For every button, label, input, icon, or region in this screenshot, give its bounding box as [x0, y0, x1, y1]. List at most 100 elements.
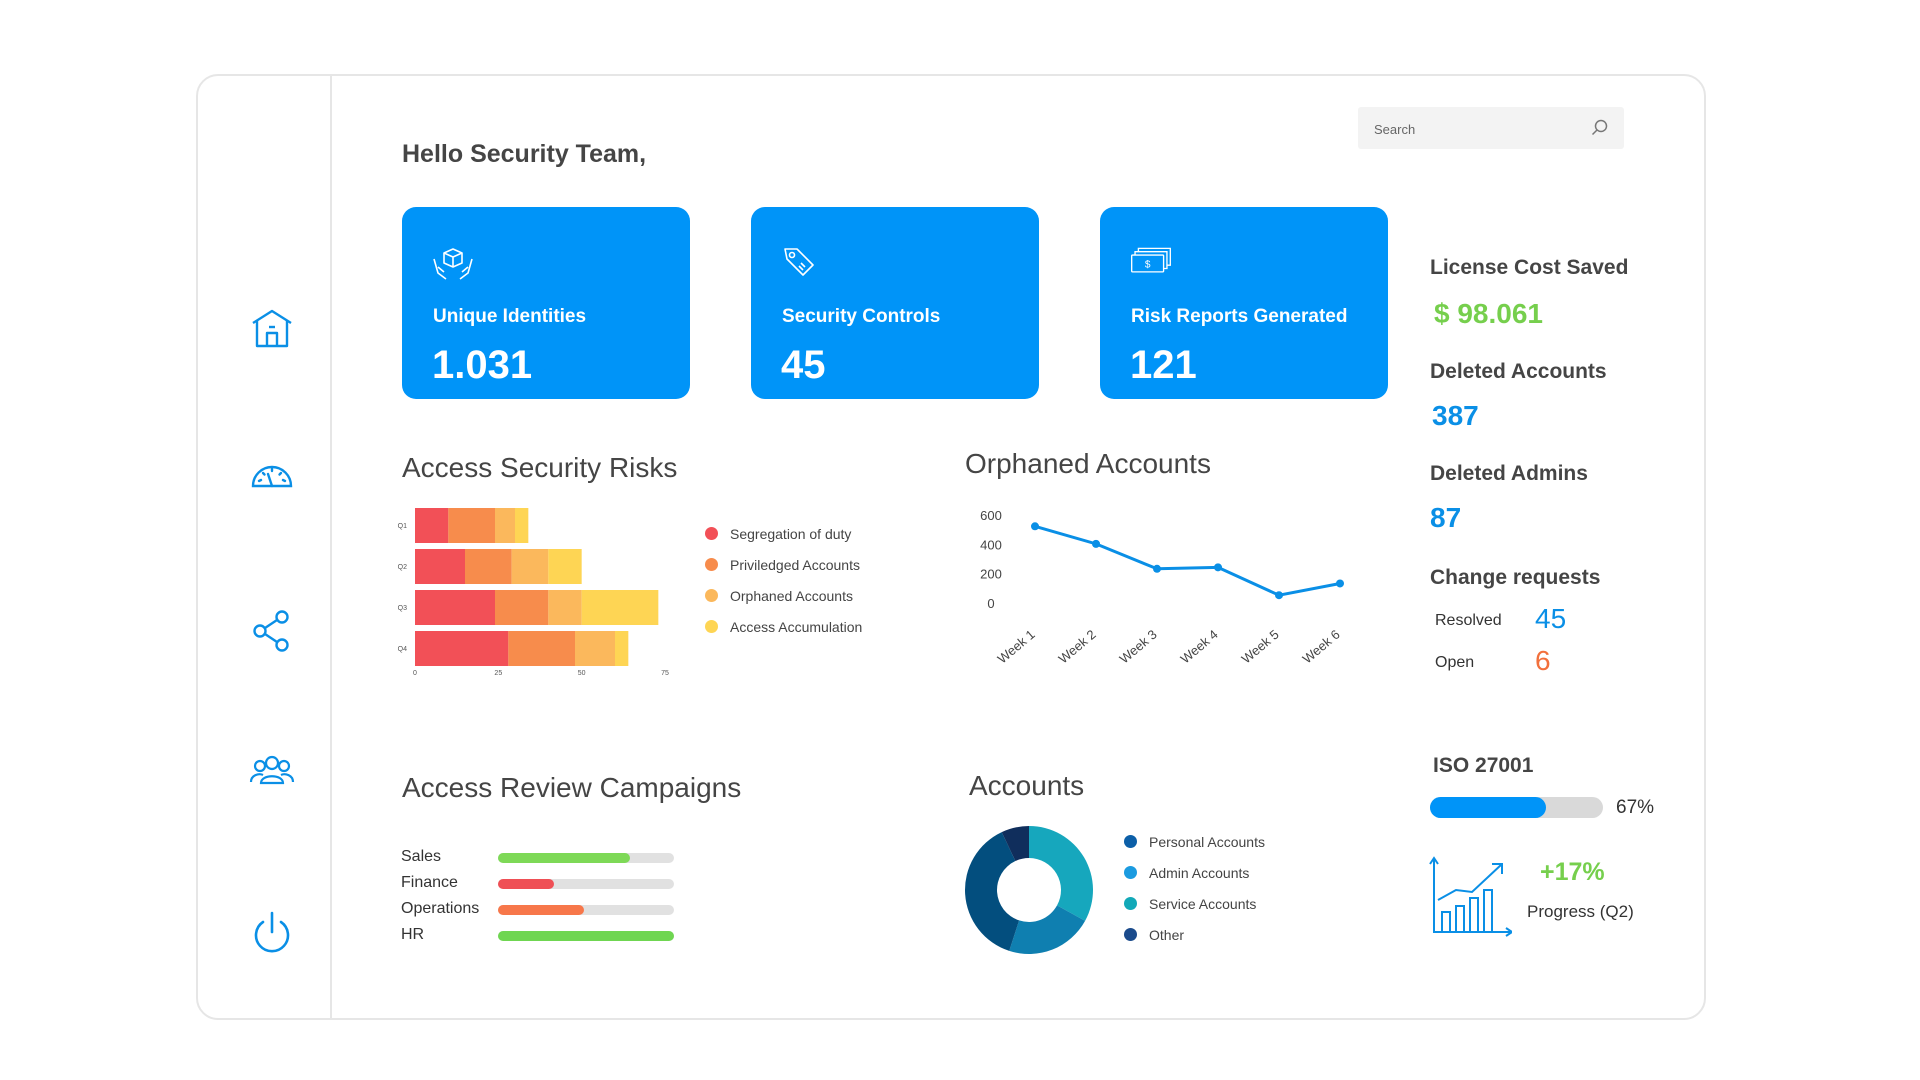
open-label: Open [1435, 654, 1475, 671]
campaign-progress-fill [498, 905, 585, 915]
iso-title: ISO 27001 [1433, 754, 1534, 777]
card-label: Unique Identities [433, 306, 587, 327]
legend-dot [1124, 928, 1137, 941]
orphan-point [1275, 591, 1283, 600]
accounts-title: Accounts [969, 770, 1085, 801]
orphan-x-tick: Week 4 [1177, 627, 1220, 667]
campaign-progress-bar [498, 853, 674, 863]
campaign-progress-fill [498, 931, 674, 941]
risk-bar-segment [515, 508, 529, 543]
orphan-y-tick: 600 [980, 508, 1002, 523]
orphan-y-tick: 200 [980, 567, 1002, 582]
progress-label: Progress (Q2) [1527, 902, 1634, 921]
orphan-y-tick: 0 [987, 596, 994, 611]
risk-bar-segment [511, 549, 549, 584]
card-risk-reports[interactable]: $ Risk Reports Generated 121 [1100, 207, 1388, 399]
orphan-point [1336, 579, 1344, 588]
orphaned-accounts-chart: 0 200 400 600 Week 1 Week 2 Week 3 Week 4 Week 5… [980, 508, 1344, 667]
campaign-progress-bar [498, 879, 674, 889]
orphan-x-tick: Week 3 [1116, 627, 1159, 667]
risk-category-label: Q3 [398, 605, 407, 612]
money-icon: $ [1130, 245, 1172, 281]
home-icon[interactable] [249, 306, 295, 352]
legend-dot [1124, 835, 1137, 848]
orphaned-accounts-title: Orphaned Accounts [965, 448, 1211, 479]
legend-dot [705, 620, 718, 633]
risk-bar-segment [581, 590, 659, 625]
donut-slice [965, 832, 1020, 951]
risk-legend-item: Access Accumulation [705, 619, 862, 635]
growth-value: +17% [1540, 858, 1605, 886]
orphan-x-tick: Week 2 [1055, 627, 1098, 667]
risk-bar-segment [495, 508, 515, 543]
risk-bar-segment [415, 590, 495, 625]
orphan-y-tick: 400 [980, 537, 1002, 552]
legend-label: Access Accumulation [730, 619, 863, 635]
risk-bar-segment [548, 549, 582, 584]
license-cost-title: License Cost Saved [1430, 256, 1629, 279]
campaign-progress-fill [498, 853, 630, 863]
change-requests-title: Change requests [1430, 566, 1601, 589]
power-icon[interactable] [249, 910, 295, 956]
legend-dot [1124, 897, 1137, 910]
search-box[interactable] [1358, 107, 1624, 149]
card-value: 45 [781, 343, 826, 387]
card-label: Security Controls [782, 306, 941, 327]
license-cost-value: $ 98.061 [1434, 298, 1543, 329]
orphan-x-tick: Week 5 [1238, 627, 1281, 667]
accounts-legend-item: Service Accounts [1124, 896, 1256, 912]
accounts-donut-chart [965, 826, 1093, 954]
risk-bar-segment [448, 508, 495, 543]
risk-bar-segment [465, 549, 512, 584]
resolved-label: Resolved [1435, 612, 1502, 629]
risk-category-label: Q4 [398, 646, 407, 653]
campaign-label: HR [401, 926, 425, 943]
speedometer-icon[interactable] [249, 453, 295, 499]
risk-legend-item: Priviledged Accounts [705, 557, 860, 573]
resolved-value: 45 [1535, 603, 1567, 634]
card-value: 1.031 [432, 343, 533, 387]
orphan-point [1031, 522, 1039, 531]
donut-slice [1001, 826, 1029, 862]
campaign-label: Sales [401, 848, 442, 865]
hands-box-icon [432, 245, 474, 281]
sidebar-divider [330, 76, 332, 1018]
deleted-admins-value: 87 [1430, 502, 1462, 533]
risk-bar-segment [575, 631, 615, 666]
legend-dot [705, 558, 718, 571]
campaign-label: Finance [401, 874, 458, 891]
orphan-line [1034, 524, 1341, 597]
legend-label: Other [1149, 927, 1185, 943]
deleted-accounts-title: Deleted Accounts [1430, 360, 1607, 383]
search-icon[interactable] [1590, 118, 1610, 138]
risk-bar-segment [415, 508, 449, 543]
legend-label: Segregation of duty [730, 526, 852, 542]
legend-dot [705, 527, 718, 540]
risk-legend-item: Orphaned Accounts [705, 588, 853, 604]
access-review-campaigns-title: Access Review Campaigns [402, 772, 742, 803]
greeting-title: Hello Security Team, [402, 140, 647, 168]
legend-label: Service Accounts [1149, 896, 1257, 912]
accounts-legend-item: Other [1124, 927, 1184, 943]
orphan-x-tick: Week 6 [1299, 627, 1342, 667]
risk-x-tick: 75 [661, 670, 669, 677]
users-icon[interactable] [249, 748, 295, 794]
open-value: 6 [1535, 645, 1551, 676]
orphan-point [1092, 539, 1100, 548]
legend-dot [1124, 866, 1137, 879]
donut-slice [1029, 826, 1093, 921]
accounts-legend-item: Personal Accounts [1124, 834, 1265, 850]
iso-progress-fill [1430, 797, 1546, 818]
card-security-controls[interactable]: Security Controls 45 [751, 207, 1039, 399]
campaign-label: Operations [401, 900, 480, 917]
access-security-risks-chart: Q1 Q2 Q3 Q4 0 25 50 75 [398, 508, 669, 677]
orphan-point [1153, 564, 1161, 573]
risk-category-label: Q1 [398, 523, 407, 530]
campaign-progress-fill [498, 879, 555, 889]
card-unique-identities[interactable]: Unique Identities 1.031 [402, 207, 690, 399]
search-input[interactable] [1372, 116, 1576, 142]
risk-bar-segment [415, 631, 509, 666]
iso-progress-bar [1430, 797, 1603, 818]
share-icon[interactable] [249, 608, 295, 654]
risk-bar-segment [548, 590, 582, 625]
